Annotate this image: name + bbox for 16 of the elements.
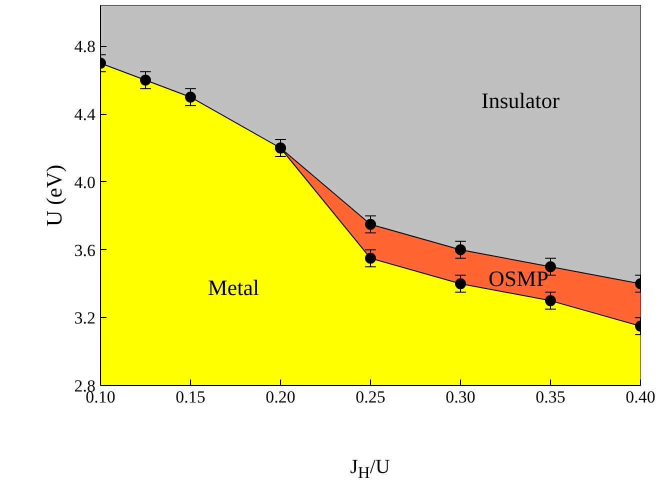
- y-axis-title: U (eV): [41, 164, 66, 226]
- y-tick-label: 3.2: [74, 308, 96, 328]
- x-axis-title: J$_{H}$/U: [350, 455, 390, 484]
- annotation: Metal: [208, 275, 260, 300]
- x-tick-label: 0.35: [536, 388, 566, 406]
- y-tick-label: 4.0: [74, 172, 96, 192]
- annotation: Insulator: [481, 88, 560, 113]
- y-tick-label: 4.4: [74, 105, 96, 124]
- x-tick-label: 0.20: [266, 388, 296, 406]
- x-tick-label: 0.25: [356, 388, 386, 406]
- x-tick-label: 0.30: [446, 388, 476, 406]
- y-tick-label: 4.8: [74, 37, 96, 56]
- x-tick-label: 0.40: [626, 388, 656, 406]
- x-tick-label: 0.15: [176, 388, 206, 406]
- annotation: OSMP: [488, 266, 548, 291]
- y-tick-label: 3.6: [74, 240, 96, 260]
